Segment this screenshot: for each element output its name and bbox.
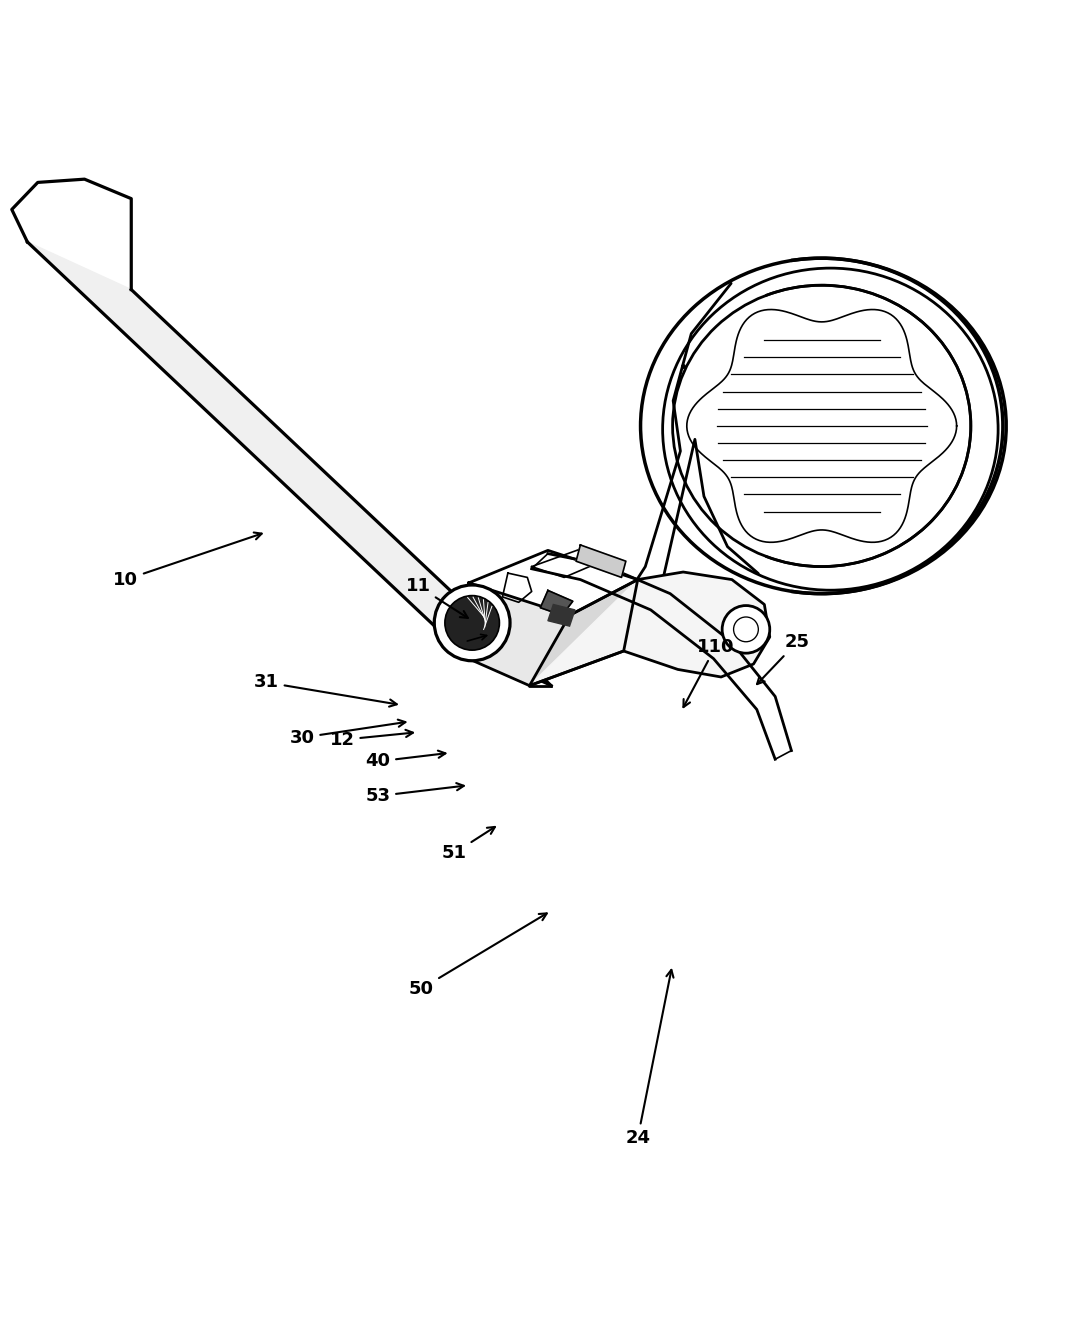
Text: 50: 50 (409, 914, 547, 997)
Text: 12: 12 (330, 730, 413, 749)
Text: 40: 40 (366, 750, 446, 770)
Polygon shape (529, 572, 769, 685)
Circle shape (445, 595, 499, 651)
Polygon shape (529, 579, 638, 685)
Polygon shape (27, 242, 551, 685)
Text: 10: 10 (113, 533, 261, 588)
Polygon shape (456, 583, 570, 685)
Polygon shape (576, 544, 626, 578)
Text: 51: 51 (442, 827, 495, 862)
Polygon shape (540, 591, 573, 615)
Text: 11: 11 (406, 578, 468, 618)
Circle shape (434, 586, 510, 661)
Polygon shape (548, 604, 575, 625)
Text: 31: 31 (254, 673, 397, 706)
Text: 25: 25 (757, 633, 809, 684)
Text: 110: 110 (684, 637, 735, 706)
Text: 24: 24 (625, 969, 674, 1147)
Text: 53: 53 (366, 784, 463, 805)
Circle shape (723, 606, 769, 653)
Text: 30: 30 (290, 720, 406, 746)
